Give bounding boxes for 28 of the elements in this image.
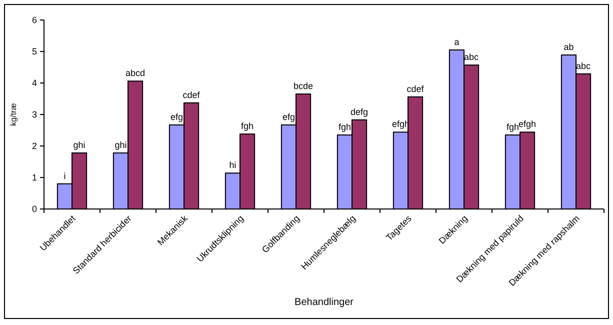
data-label: i	[64, 170, 66, 181]
y-tick-label: 4	[32, 78, 37, 88]
data-label: a	[454, 36, 460, 47]
y-tick-label: 2	[32, 140, 37, 151]
data-label: fgh	[338, 122, 351, 132]
data-label: bcde	[294, 81, 314, 92]
data-label: fgh	[241, 121, 254, 132]
data-label: ab	[564, 42, 574, 52]
data-label: ghi	[114, 140, 127, 150]
y-tick-label: 5	[32, 46, 37, 56]
data-label: abcd	[126, 68, 146, 78]
y-tick-label: 3	[32, 109, 37, 120]
x-axis-title: Behandlinger	[294, 297, 354, 308]
data-label: hi	[229, 160, 236, 170]
y-tick-label: 6	[32, 14, 37, 25]
data-label: defg	[350, 106, 368, 117]
data-label: efg	[282, 112, 295, 122]
data-label: cdef	[182, 90, 200, 100]
y-tick-label: 0	[32, 204, 37, 214]
y-axis-title: kg/træ	[9, 103, 18, 126]
data-label: abc	[464, 52, 480, 62]
data-label: cdef	[406, 84, 424, 94]
data-label: ghi	[73, 140, 86, 150]
data-label: abc	[576, 60, 592, 71]
data-label: efgh	[518, 119, 536, 130]
data-label: efg	[170, 112, 183, 122]
data-label: fgh	[506, 122, 519, 132]
y-tick-label: 1	[32, 172, 37, 182]
